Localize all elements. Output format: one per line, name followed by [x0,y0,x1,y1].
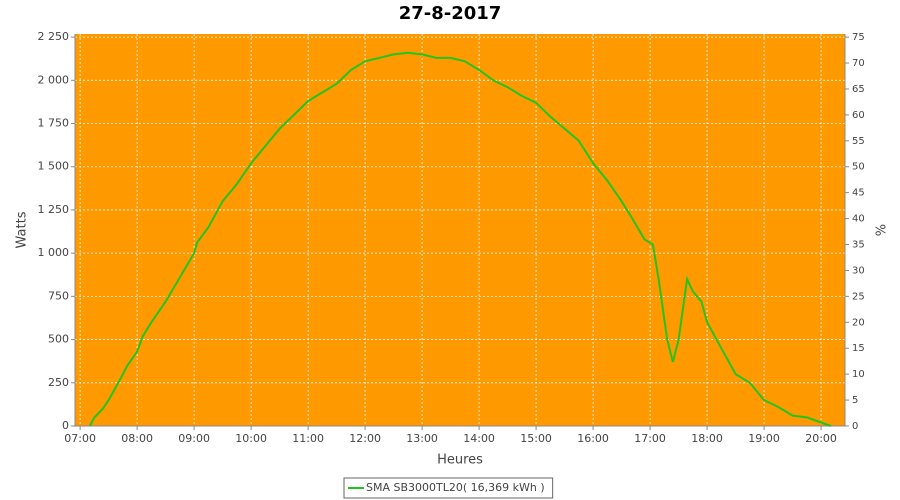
x-tick-label: 19:00 [748,432,780,445]
legend-label: SMA SB3000TL20( 16,369 kWh ) [366,481,545,494]
y2-tick-label: 70 [852,58,865,69]
y-tick-label: 250 [48,376,69,389]
x-tick-label: 10:00 [235,432,267,445]
y-tick-label: 750 [48,289,69,302]
y2-tick-label: 30 [852,265,865,276]
y2-tick-label: 60 [852,110,865,121]
y-tick-label: 2 000 [38,73,70,86]
y2-axis-label: % [875,224,890,236]
x-tick-label: 15:00 [520,432,552,445]
y-tick-label: 1 750 [38,117,70,130]
y-tick-label: 2 250 [38,30,70,43]
plot-area [75,34,845,426]
y2-tick-label: 15 [852,343,865,354]
y2-tick-label: 5 [852,395,858,406]
chart-title: 27-8-2017 [399,3,502,24]
y2-tick-label: 65 [852,84,865,95]
x-tick-label: 14:00 [463,432,495,445]
x-tick-label: 11:00 [292,432,324,445]
y2-tick-label: 0 [852,421,858,432]
data-line [88,51,832,427]
legend-box [343,477,554,499]
y-tick-label: 1 250 [38,203,70,216]
x-tick-label: 18:00 [691,432,723,445]
y2-tick-label: 75 [852,32,865,43]
y2-tick-label: 20 [852,317,865,328]
x-tick-label: 09:00 [178,432,210,445]
y2-tick-label: 35 [852,240,865,251]
x-tick-label: 20:00 [805,432,837,445]
y2-tick-label: 10 [852,369,865,380]
y2-tick-label: 40 [852,214,865,225]
y-axis-label: Watts [15,211,30,248]
x-tick-label: 07:00 [64,432,96,445]
legend-item: SMA SB3000TL20( 16,369 kWh ) [343,477,554,499]
x-tick-label: 08:00 [121,432,153,445]
x-tick-label: 17:00 [634,432,666,445]
y-tick-label: 0 [62,419,69,432]
x-axis-label: Heures [437,453,483,468]
x-tick-label: 16:00 [577,432,609,445]
y-tick-label: 1 500 [38,160,70,173]
x-tick-label: 13:00 [406,432,438,445]
y2-tick-label: 55 [852,136,865,147]
y2-tick-label: 45 [852,188,865,199]
y2-tick-label: 50 [852,162,865,173]
y-tick-label: 500 [48,333,69,346]
x-tick-label: 12:00 [349,432,381,445]
y-tick-label: 1 000 [38,246,70,259]
y2-tick-label: 25 [852,291,865,302]
